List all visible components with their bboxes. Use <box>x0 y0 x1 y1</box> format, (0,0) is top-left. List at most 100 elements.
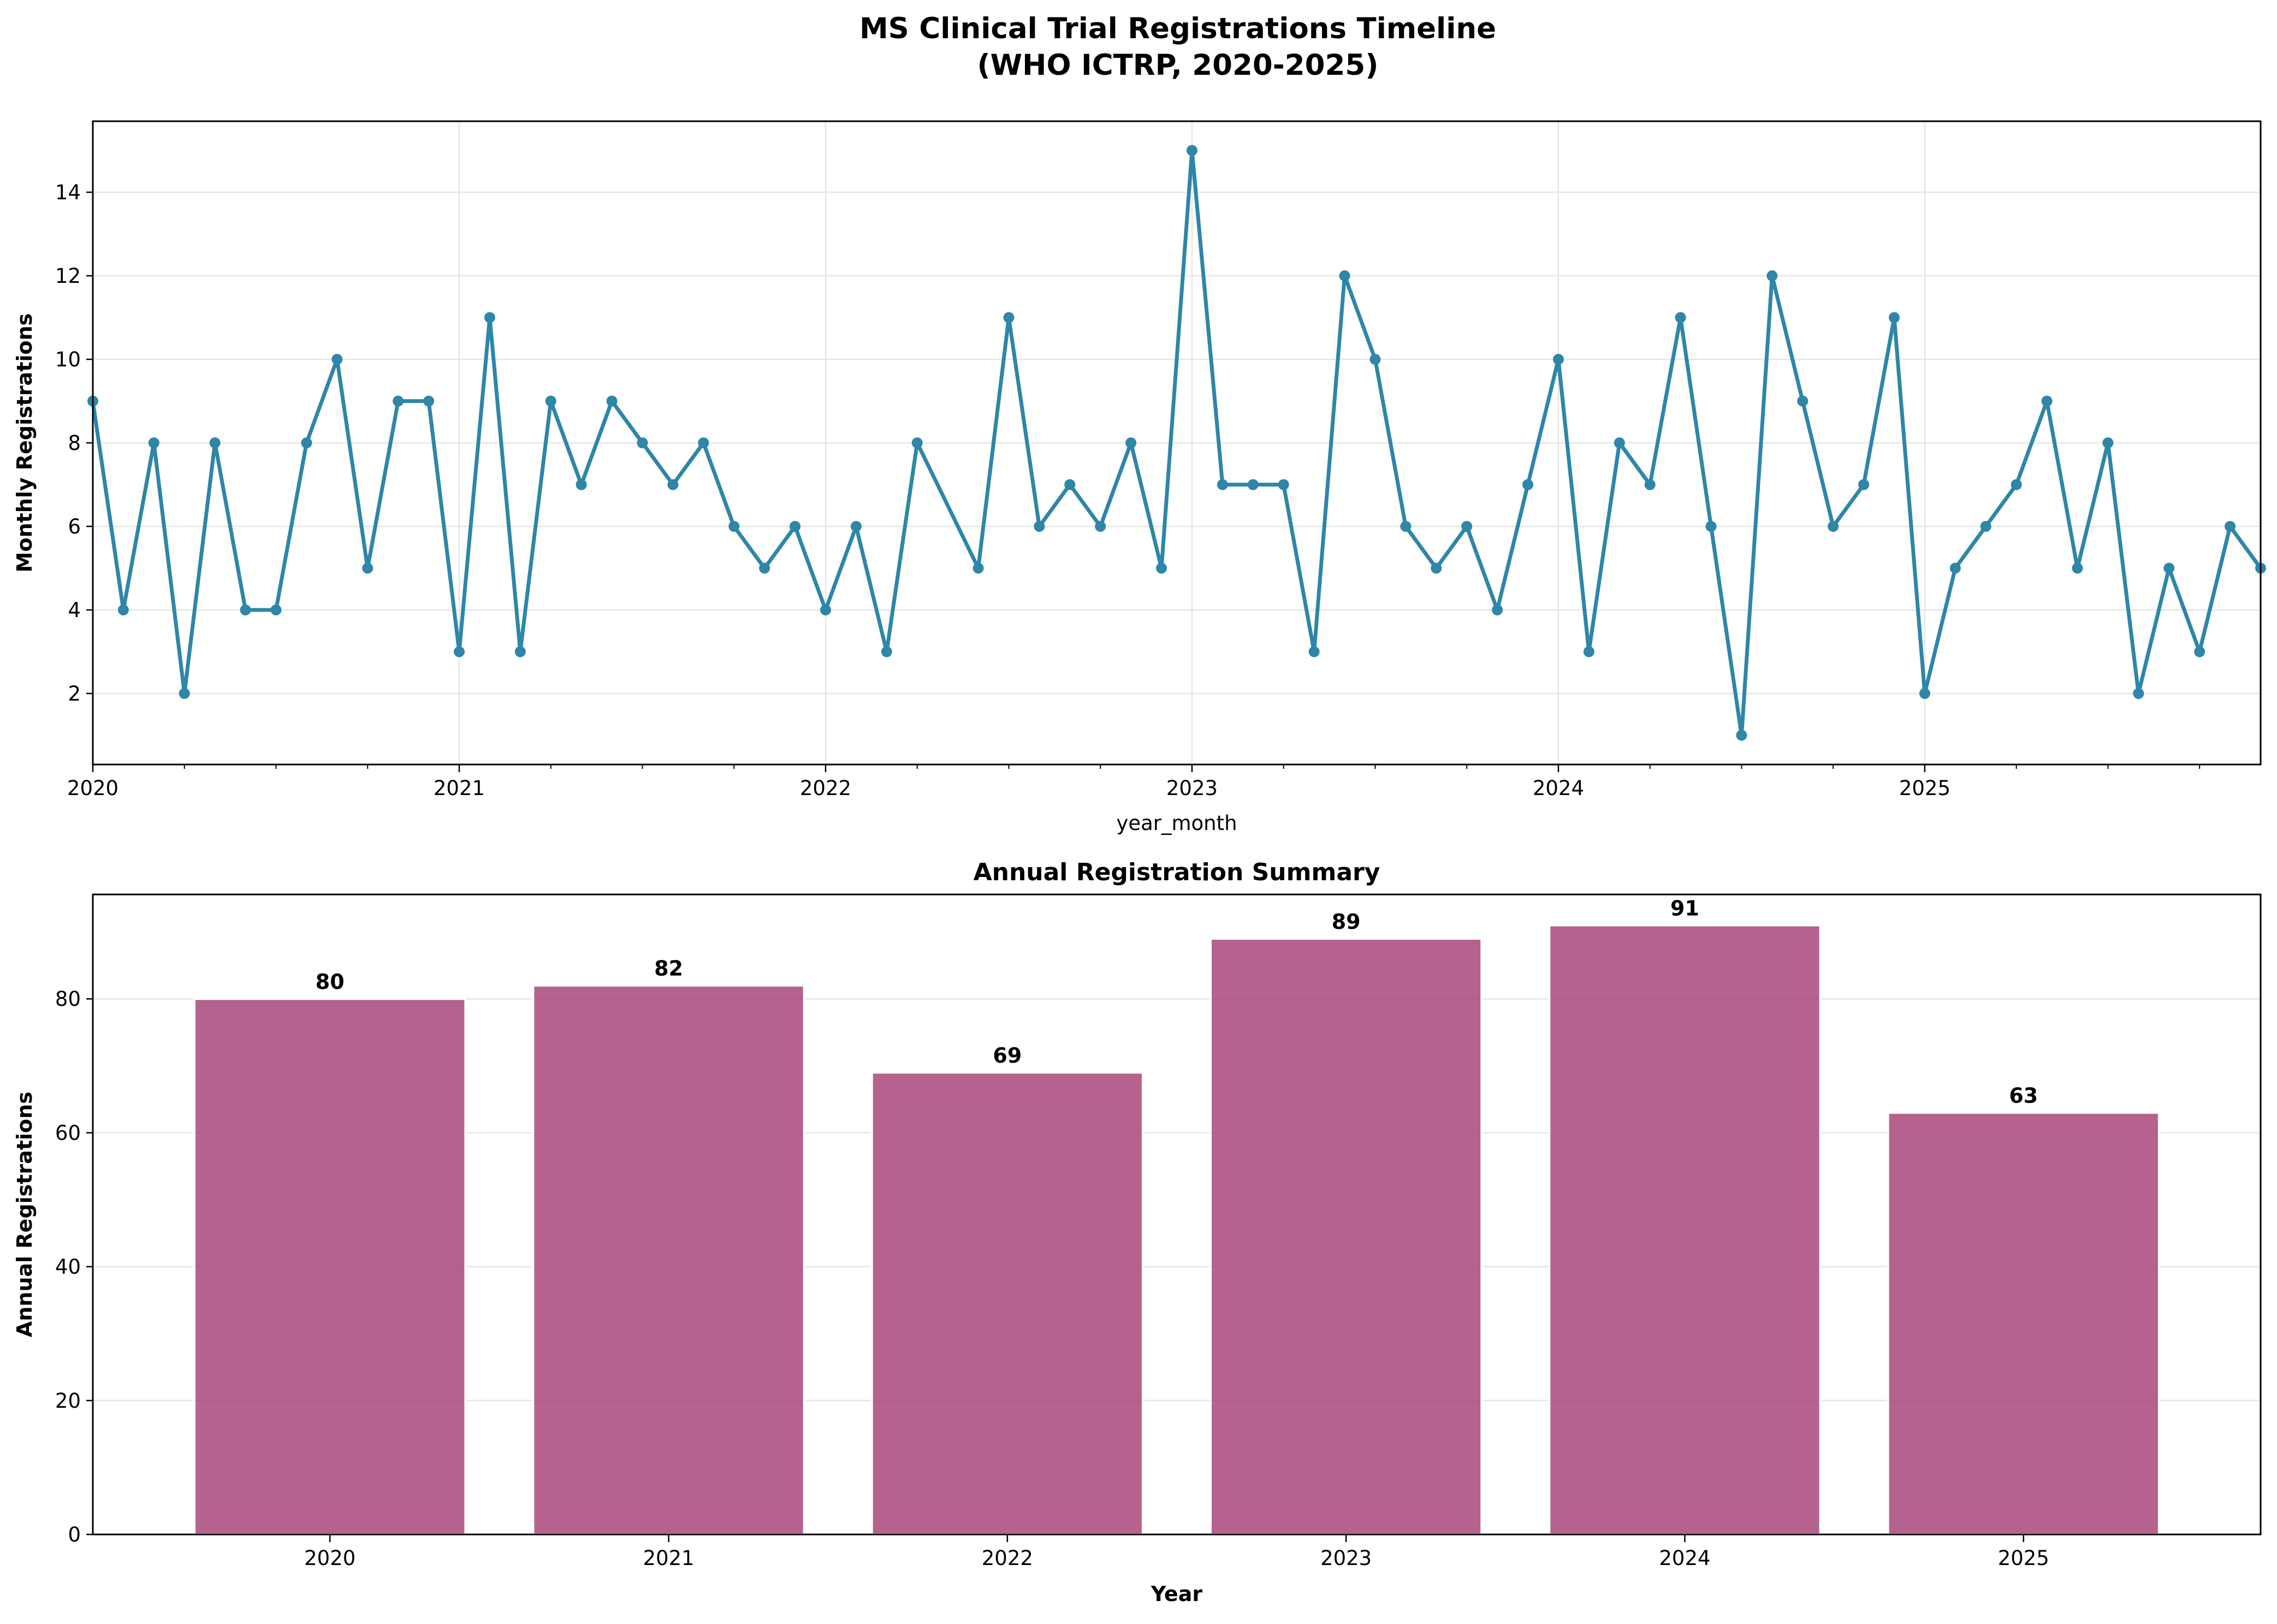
line-chart-x-tick-label: 2025 <box>1899 777 1950 800</box>
line-chart-point <box>667 479 679 490</box>
line-chart-point <box>1828 520 1839 532</box>
figure-title-line1: MS Clinical Trial Registrations Timeline <box>859 12 1496 45</box>
line-chart-point <box>881 646 892 657</box>
line-chart-y-tick-label: 6 <box>68 515 81 538</box>
line-chart-point <box>1675 312 1686 323</box>
line-chart-point <box>1766 270 1778 282</box>
line-chart-grid <box>92 121 2261 764</box>
line-chart-point <box>2102 437 2114 448</box>
bar-data-label: 82 <box>654 957 683 981</box>
line-chart-point <box>1583 646 1594 657</box>
line-chart-y-tick-label: 14 <box>55 181 81 204</box>
line-chart-point <box>1919 687 1930 699</box>
line-chart-ylabel: Monthly Registrations <box>13 313 37 573</box>
line-chart-point <box>1400 520 1412 532</box>
bar-2023 <box>1209 937 1483 1536</box>
line-chart-point <box>1095 520 1106 532</box>
line-chart-point <box>209 437 221 448</box>
line-chart-y-tick-label: 4 <box>68 598 81 622</box>
line-chart-point <box>1949 562 1961 574</box>
line-chart-point <box>759 562 770 574</box>
line-chart-point <box>2133 687 2144 699</box>
bar-data-label: 80 <box>316 970 345 994</box>
line-chart-point <box>453 646 465 657</box>
line-chart-point <box>1705 520 1717 532</box>
line-chart-point <box>1186 145 1197 156</box>
bar-2024 <box>1548 924 1822 1536</box>
line-chart-point <box>790 520 801 532</box>
line-chart-point <box>1278 479 1289 490</box>
line-chart-point <box>973 562 984 574</box>
figure-title-line2: (WHO ICTRP, 2020-2025) <box>977 49 1378 82</box>
line-chart-point <box>1644 479 1656 490</box>
line-chart-point <box>698 437 709 448</box>
bar-chart-xlabel: Year <box>1151 1582 1202 1606</box>
line-chart-x-tick-label: 2023 <box>1166 777 1218 800</box>
line-chart-point <box>1125 437 1137 448</box>
bar-2020 <box>193 998 467 1536</box>
line-chart-point <box>1431 562 1442 574</box>
bar-chart-x-tick-label: 2025 <box>1998 1546 2049 1570</box>
bar-chart-data-labels: 80 82 69 89 91 63 <box>316 896 2038 1107</box>
line-chart-point <box>1980 520 1991 532</box>
line-chart-point <box>637 437 648 448</box>
line-chart-point <box>2163 562 2175 574</box>
line-chart-point <box>1247 479 1259 490</box>
bar-chart-x-tick-label: 2022 <box>982 1546 1033 1570</box>
line-chart-point <box>362 562 373 574</box>
bar-chart-title: Annual Registration Summary <box>974 858 1380 886</box>
line-chart-point <box>148 437 159 448</box>
line-chart-y-ticks: 2 4 6 8 10 12 14 <box>55 181 93 706</box>
bar-2025 <box>1887 1111 2160 1536</box>
line-chart-point <box>2225 520 2236 532</box>
line-chart-point <box>1797 395 1808 407</box>
line-chart-point <box>1552 354 1564 365</box>
line-chart-point <box>423 395 435 407</box>
line-chart-point <box>301 437 312 448</box>
line-chart-point <box>1217 479 1228 490</box>
line-chart-y-tick-label: 12 <box>55 264 81 288</box>
bar-chart-ylabel: Annual Registrations <box>13 1092 37 1337</box>
line-chart-frame <box>92 120 2262 766</box>
bar-chart-y-tick-label: 20 <box>55 1389 81 1413</box>
line-chart-y-tick-label: 2 <box>68 682 81 706</box>
bar-data-label: 89 <box>1332 910 1361 934</box>
line-chart-x-ticks: 2020 2021 2022 2023 2024 2025 <box>67 764 2201 800</box>
bar-chart-y-tick-label: 60 <box>55 1121 81 1145</box>
bar-2022 <box>870 1071 1144 1536</box>
bar-chart-bars <box>193 924 2160 1536</box>
annual-bar-chart: Annual Registration Summary 80 82 69 89 91 63… <box>13 858 2262 1606</box>
line-chart-point <box>240 604 251 615</box>
line-chart-x-tick-label: 2020 <box>67 777 118 800</box>
line-chart-point <box>820 604 831 615</box>
bar-chart-x-ticks: 2020 2021 2022 2023 2024 2025 <box>304 1534 2049 1570</box>
bar-chart-y-tick-label: 40 <box>55 1255 81 1279</box>
line-chart-point <box>1522 479 1534 490</box>
line-chart-point <box>1339 270 1350 282</box>
line-chart-series <box>87 145 2266 741</box>
line-chart-point <box>576 479 587 490</box>
line-chart-point <box>331 354 343 365</box>
line-chart-point <box>1034 520 1045 532</box>
bar-chart-x-tick-label: 2024 <box>1659 1546 1710 1570</box>
line-chart-point <box>1064 479 1076 490</box>
bar-chart-x-tick-label: 2021 <box>643 1546 694 1570</box>
line-chart-point <box>1614 437 1625 448</box>
line-chart-x-tick-label: 2021 <box>434 777 485 800</box>
line-chart-point <box>270 604 282 615</box>
bar-data-label: 91 <box>1670 896 1699 920</box>
line-chart-point <box>1492 604 1503 615</box>
bar-chart-x-tick-label: 2020 <box>304 1546 355 1570</box>
bar-chart-y-ticks: 0 20 40 60 80 <box>55 987 93 1546</box>
line-chart-point <box>484 312 495 323</box>
line-chart-point <box>2011 479 2022 490</box>
bar-2021 <box>532 984 805 1536</box>
line-chart-point <box>606 395 618 407</box>
line-chart-point <box>2194 646 2205 657</box>
line-chart-point <box>117 604 129 615</box>
line-chart-point <box>1156 562 1167 574</box>
bar-data-label: 63 <box>2009 1084 2038 1108</box>
bar-data-label: 69 <box>993 1044 1022 1068</box>
